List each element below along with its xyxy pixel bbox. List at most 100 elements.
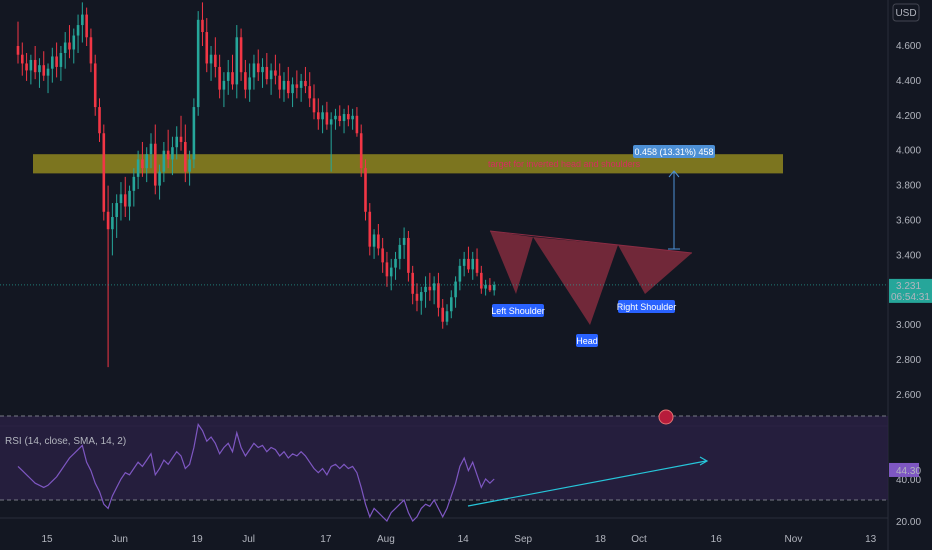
candle-body [214, 54, 217, 67]
candlestick-series [16, 2, 496, 368]
candle-body [359, 133, 363, 169]
left-shoulder-label-box [492, 304, 544, 317]
candle-body [475, 258, 479, 273]
candle-body [402, 237, 406, 245]
candle-body [153, 143, 157, 186]
time-tick-label: Jul [242, 534, 255, 545]
time-tick-label: 17 [320, 534, 332, 545]
rsi-tick-label: 20.00 [896, 517, 921, 528]
candle-body [244, 72, 247, 90]
candle-body [334, 115, 337, 120]
candle-body [342, 114, 346, 122]
candle-body [141, 159, 144, 169]
rsi-trendline [467, 460, 707, 507]
candle-body [256, 63, 260, 73]
candle-body [106, 211, 110, 230]
candle-body [462, 258, 466, 266]
price-tick-label: 2.800 [896, 355, 921, 366]
candle-body [179, 136, 183, 142]
time-tick-label: 16 [711, 534, 723, 545]
candle-body [449, 297, 453, 312]
candle-body [428, 286, 432, 291]
head-area [533, 237, 618, 325]
candle-body [218, 66, 221, 90]
candle-body [286, 80, 290, 94]
candle-body [226, 72, 230, 81]
candle-body [467, 258, 470, 270]
candle-body [171, 147, 174, 160]
axes: USD 4.600 4.400 4.200 4.000 3.800 3.600 3.400 3.… [41, 3, 932, 545]
price-tick-label: 3.000 [896, 320, 921, 331]
time-tick-label: 14 [458, 534, 470, 545]
candle-body [158, 171, 161, 186]
candle-body [437, 283, 440, 308]
candle-body [377, 234, 380, 249]
target-zone: target for inverted head and shoulders [33, 154, 783, 174]
candle-body [85, 14, 88, 38]
price-tick-label: 4.400 [896, 76, 921, 87]
candle-body [149, 143, 153, 155]
neckline [489, 230, 693, 254]
inverse-head-shoulders-pattern [489, 230, 693, 325]
candle-body [63, 42, 67, 53]
candle-body [385, 262, 389, 277]
candle-body [278, 75, 281, 90]
candle-body [389, 267, 393, 277]
candle-body [304, 80, 307, 87]
rsi-band [0, 416, 888, 500]
price-tick-label: 4.600 [896, 41, 921, 52]
price-tick-label: 2.600 [896, 390, 921, 401]
candle-body [123, 194, 127, 207]
candle-body [93, 63, 97, 108]
candle-body [38, 65, 41, 73]
candle-body [261, 66, 264, 73]
candle-body [282, 80, 286, 90]
rsi-trendline-arrow [699, 456, 709, 466]
candle-body [136, 159, 140, 177]
rsi-tick-label: 40.00 [896, 475, 921, 486]
time-tick-label: Nov [785, 534, 803, 545]
candle-body [175, 136, 179, 148]
time-tick-label: 15 [41, 534, 53, 545]
candle-body [68, 42, 71, 50]
time-tick-label: Aug [377, 534, 395, 545]
candle-body [42, 65, 46, 76]
candle-body [209, 54, 213, 64]
left-shoulder-area [490, 231, 533, 294]
candle-body [368, 211, 372, 247]
candle-body [46, 68, 50, 76]
rsi-value-label: 44.30 [896, 466, 921, 477]
candle-body [55, 56, 58, 67]
candle-body [162, 150, 166, 172]
candle-body [415, 293, 419, 301]
currency-button[interactable]: USD [895, 8, 916, 19]
candle-body [269, 70, 273, 80]
candle-body [347, 114, 350, 120]
price-tick-label: 3.400 [896, 250, 921, 261]
candle-body [351, 115, 354, 120]
candle-body [76, 25, 80, 36]
candle-body [488, 285, 492, 291]
rsi-label: RSI (14, close, SMA, 14, 2) [5, 436, 126, 447]
price-tick-label: 3.600 [896, 216, 921, 227]
head-label: Head [576, 336, 598, 346]
candle-body [458, 265, 462, 282]
candle-body [299, 80, 303, 88]
candle-body [312, 98, 316, 113]
price-tick-label: 4.200 [896, 111, 921, 122]
candle-body [484, 285, 487, 289]
candle-body [192, 107, 196, 160]
candle-body [454, 281, 457, 298]
candle-body [51, 56, 54, 69]
candle-body [16, 46, 20, 55]
candle-body [20, 54, 24, 64]
candle-body [111, 217, 114, 230]
candle-body [25, 63, 28, 71]
candle-body [381, 248, 384, 263]
candle-body [274, 70, 277, 76]
right-shoulder-area [618, 245, 692, 294]
target-zone-rect [33, 154, 783, 174]
candle-body [29, 59, 33, 71]
right-shoulder-label: Right Shoulder [617, 302, 677, 312]
